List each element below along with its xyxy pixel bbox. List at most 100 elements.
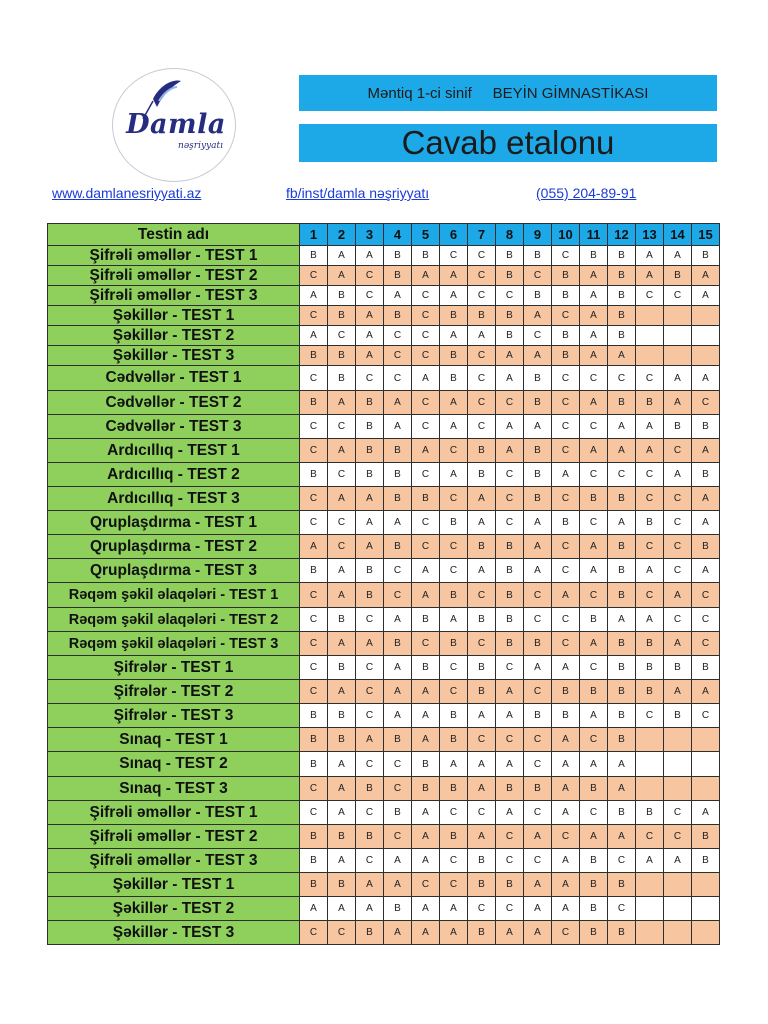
answer-cell: A (439, 265, 468, 286)
website-link[interactable]: www.damlanesriyyati.az (52, 185, 202, 201)
answer-cell: B (523, 245, 552, 266)
answer-cell: B (551, 285, 580, 306)
answer-cell: B (635, 510, 664, 535)
answer-cell: C (551, 414, 580, 439)
page-title: Cavab etalonu (299, 124, 717, 162)
answer-cell (663, 776, 692, 801)
series-label: BEYİN GİMNASTİKASI (492, 84, 649, 102)
test-name-cell: Şəkillər - TEST 3 (47, 345, 300, 366)
answer-cell: C (355, 285, 384, 306)
answer-cell: B (439, 510, 468, 535)
answer-cell: A (607, 824, 636, 849)
answer-cell: B (523, 703, 552, 728)
answer-cell: A (579, 285, 608, 306)
answer-cell: C (551, 486, 580, 511)
answer-cell (691, 727, 720, 752)
answer-cell: B (579, 776, 608, 801)
answer-cell: A (523, 872, 552, 897)
test-name-cell: Sınaq - TEST 3 (47, 776, 300, 801)
answer-cell: A (439, 920, 468, 945)
answer-cell: A (663, 631, 692, 656)
test-name-header: Testin adı (47, 223, 300, 246)
answer-cell: B (355, 462, 384, 487)
answer-cell: C (551, 631, 580, 656)
answer-cell: B (495, 776, 524, 801)
logo-subtitle: nəşriyyatı (178, 141, 223, 151)
answer-cell: C (355, 751, 384, 777)
answer-cell: C (495, 462, 524, 487)
answer-cell: B (495, 582, 524, 608)
answer-cell: C (635, 365, 664, 391)
answer-cell: A (551, 776, 580, 801)
answer-cell: A (607, 438, 636, 463)
answer-cell: B (355, 776, 384, 801)
answer-cell: B (495, 245, 524, 266)
answer-cell: C (467, 727, 496, 752)
answer-cell: C (551, 305, 580, 326)
answer-cell: A (523, 824, 552, 849)
answer-cell: C (383, 582, 412, 608)
answer-cell: C (355, 655, 384, 680)
answer-cell: B (607, 305, 636, 326)
answer-cell: A (523, 655, 552, 680)
answer-cell: C (495, 727, 524, 752)
answer-cell: C (299, 582, 328, 608)
answer-cell: A (467, 558, 496, 583)
answer-cell: A (439, 607, 468, 632)
answer-cell (663, 896, 692, 921)
answer-cell: A (299, 285, 328, 306)
phone-link[interactable]: (055) 204-89-91 (536, 185, 637, 201)
answer-cell: A (411, 265, 440, 286)
answer-cell: C (439, 800, 468, 825)
answer-cell: C (523, 265, 552, 286)
answer-cell: C (383, 558, 412, 583)
answer-cell: B (439, 365, 468, 391)
answer-cell: A (523, 558, 552, 583)
answer-cell: B (691, 462, 720, 487)
answer-cell: C (467, 414, 496, 439)
answer-cell: C (467, 582, 496, 608)
answer-cell: C (495, 285, 524, 306)
answer-cell: B (495, 325, 524, 346)
answer-cell: C (439, 486, 468, 511)
answer-cell: A (523, 414, 552, 439)
answer-cell: B (691, 245, 720, 266)
answer-cell: B (411, 245, 440, 266)
answer-cell: B (299, 462, 328, 487)
answer-cell: B (523, 365, 552, 391)
answer-cell: C (663, 285, 692, 306)
question-number-header: 2 (327, 223, 356, 246)
answer-cell: B (495, 305, 524, 326)
answer-cell (663, 751, 692, 777)
answer-cell: B (607, 558, 636, 583)
test-name-cell: Şifrəli əməllər - TEST 1 (47, 245, 300, 266)
answer-cell: B (691, 848, 720, 873)
answer-cell: C (523, 751, 552, 777)
answer-cell: C (635, 462, 664, 487)
answer-cell: A (383, 607, 412, 632)
social-link[interactable]: fb/inst/damla nəşriyyatı (286, 185, 430, 201)
answer-cell: A (383, 390, 412, 415)
answer-cell: A (523, 510, 552, 535)
answer-cell: A (467, 325, 496, 346)
answer-cell (635, 896, 664, 921)
answer-cell: B (467, 438, 496, 463)
answer-cell: B (663, 703, 692, 728)
question-number-header: 11 (579, 223, 608, 246)
test-name-cell: Cədvəllər - TEST 2 (47, 390, 300, 415)
answer-cell: B (383, 631, 412, 656)
answer-cell: B (355, 558, 384, 583)
answer-cell: A (439, 285, 468, 306)
answer-cell: B (495, 607, 524, 632)
answer-cell: B (467, 607, 496, 632)
answer-cell (663, 305, 692, 326)
answer-cell: C (635, 582, 664, 608)
answer-cell: A (355, 534, 384, 559)
answer-cell: C (663, 486, 692, 511)
test-name-cell: Şəkillər - TEST 1 (47, 305, 300, 326)
